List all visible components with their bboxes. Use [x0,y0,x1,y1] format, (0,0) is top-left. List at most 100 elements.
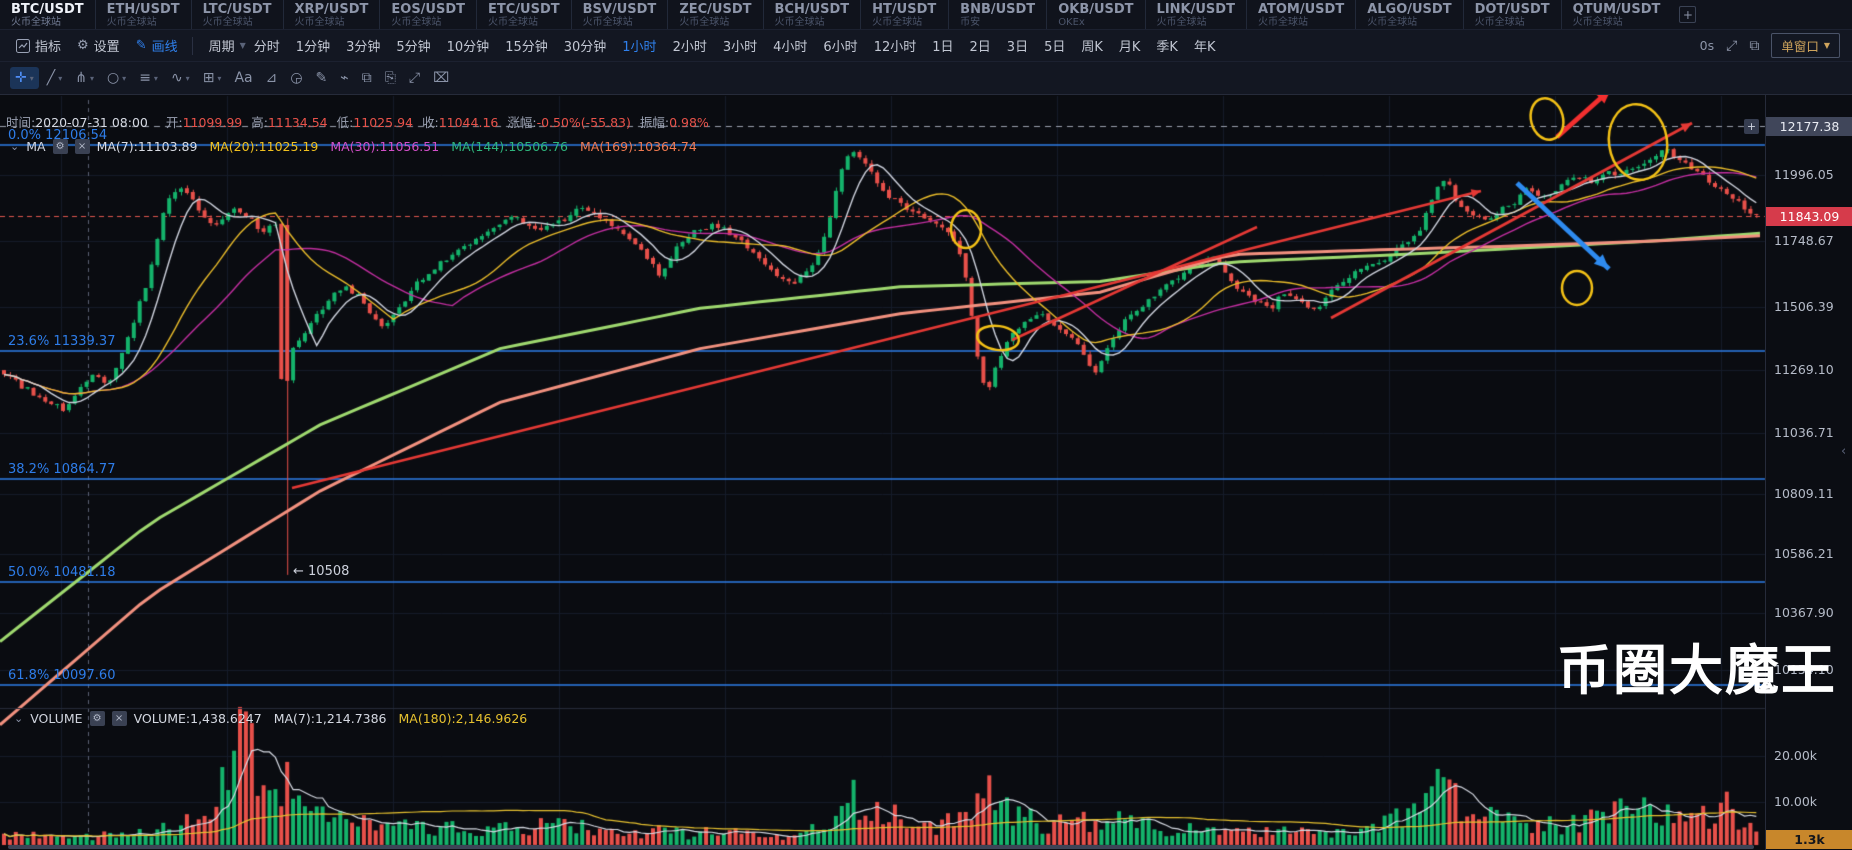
pair-symbol: EOS/USDT [391,1,466,17]
pair-tab-LTC/USDT[interactable]: LTC/USDT 火币全球站 [190,0,283,29]
pair-tab-HT/USDT[interactable]: HT/USDT 火币全球站 [860,0,948,29]
pair-tab-QTUM/USDT[interactable]: QTUM/USDT 火币全球站 [1560,0,1672,29]
ma-close-icon[interactable]: × [74,139,90,154]
pair-symbol: LTC/USDT [202,1,272,17]
interval-6小时[interactable]: 6小时 [823,40,858,55]
paste-tool[interactable]: ⎘ [380,67,401,89]
interval-3小时[interactable]: 3小时 [722,40,758,55]
ma-settings-icon[interactable]: ⚙ [52,139,68,154]
legend-item: MA(30):11056.51 [330,139,440,154]
pair-tab-BSV/USDT[interactable]: BSV/USDT 火币全球站 [570,0,668,29]
text-tool-icon: Aa [234,70,253,86]
crash-low-label: ← 10508 [293,564,350,579]
export-tool-icon: ⤢ [408,70,421,86]
ohlc-value: 11044.16 [438,115,499,130]
pair-tab-BTC/USDT[interactable]: BTC/USDT 火币全球站 [0,0,95,29]
settings-button[interactable]: ⚙ 设置 [77,36,120,55]
interval-30分钟[interactable]: 30分钟 [563,40,607,55]
text-tool[interactable]: Aa [229,67,257,89]
interval-1分钟[interactable]: 1分钟 [295,40,331,55]
wave-tool[interactable]: ∿ ▾ [166,67,195,89]
ohlc-field: 时间:2020-07-31 08:00 [6,115,148,130]
delete-tool[interactable]: ⌧ [428,67,454,89]
interval-12小时[interactable]: 12小时 [873,40,917,55]
interval-1日[interactable]: 1日 [932,40,954,55]
chart-scrollbar[interactable] [8,845,1754,849]
period-dropdown[interactable]: 周期 ▼ [209,36,246,55]
interval-10分钟[interactable]: 10分钟 [446,40,490,55]
collapse-pane-icon[interactable]: ⌄ [14,712,24,725]
price-axis[interactable]: 12177.38 11996.05 11843.09 11748.67 11506.39… [1765,95,1852,850]
price-tick-11269.10: 11269.10 [1774,362,1834,377]
interval-周K[interactable]: 周K [1081,40,1103,55]
pair-tab-ATOM/USDT[interactable]: ATOM/USDT 火币全球站 [1245,0,1355,29]
pair-exchange: 火币全球站 [872,16,923,28]
interval-5分钟[interactable]: 5分钟 [396,40,431,55]
interval-2日[interactable]: 2日 [969,40,991,55]
indicator-button[interactable]: 指标 [16,36,61,55]
price-tick-11996.05: 11996.05 [1774,167,1834,182]
ohlc-value: 11025.94 [353,115,413,130]
protractor-tool[interactable]: ◶ [285,67,307,89]
trendline-tool[interactable]: ╱ ▾ [42,67,67,89]
parallel-lines-tool[interactable]: ≡ ▾ [134,67,163,89]
pair-tab-DOT/USDT[interactable]: DOT/USDT 火币全球站 [1462,0,1561,29]
collapse-pane-icon[interactable]: ⌄ [10,140,20,153]
export-tool[interactable]: ⤢ [404,67,425,89]
chevron-down-icon: ▾ [29,73,34,83]
pair-tab-EOS/USDT[interactable]: EOS/USDT 火币全球站 [379,0,476,29]
copy-tool[interactable]: ⧉ [357,67,377,89]
pair-tab-ZEC/USDT[interactable]: ZEC/USDT 火币全球站 [667,0,762,29]
pair-tab-OKB/USDT[interactable]: OKB/USDT OKEx [1046,0,1144,29]
pair-tab-LINK/USDT[interactable]: LINK/USDT 火币全球站 [1144,0,1246,29]
collapse-axis-icon[interactable]: ‹ [1841,444,1847,459]
ellipse-tool[interactable]: ○ ▾ [102,67,131,89]
brush-tool[interactable]: ⌁ [335,67,353,89]
interval-4小时[interactable]: 4小时 [773,40,808,55]
ellipse-tool-icon: ○ [106,70,120,86]
fullscreen-icon[interactable]: ⤢ [1726,37,1738,54]
pencil-tool[interactable]: ✎ [311,67,333,89]
add-pair-button[interactable]: + [1679,6,1697,23]
interval-3日[interactable]: 3日 [1006,40,1029,55]
interval-季K[interactable]: 季K [1156,40,1178,55]
interval-15分钟[interactable]: 15分钟 [505,40,548,55]
interval-分时[interactable]: 分时 [253,40,280,55]
pair-exchange: OKEx [1058,16,1085,28]
pair-tab-ETC/USDT[interactable]: ETC/USDT 火币全球站 [476,0,571,29]
window-mode-button[interactable]: 单窗口 ▼ [1771,33,1840,58]
interval-月K[interactable]: 月K [1118,40,1141,55]
frame-tool[interactable]: ⊞ ▾ [198,67,227,89]
ruler-tool[interactable]: ⊿ [261,67,283,89]
pair-tab-ETH/USDT[interactable]: ETH/USDT 火币全球站 [94,0,191,29]
price-tick-11036.71: 11036.71 [1774,425,1834,440]
volume-legend: ⌄ VOLUME ⚙ × VOLUME:1,438.6247 MA(7):1,21… [14,711,539,726]
pitchfork-tool[interactable]: ⋔ ▾ [70,67,99,89]
ohlc-value: 11099.99 [182,115,243,130]
volume-settings-icon[interactable]: ⚙ [89,711,105,726]
volume-close-icon[interactable]: × [111,711,127,726]
interval-2小时[interactable]: 2小时 [672,40,707,55]
ohlc-field: 振幅:0.98% [639,115,709,130]
pair-tab-BCH/USDT[interactable]: BCH/USDT 火币全球站 [762,0,861,29]
legend-item: MA(169):10364.74 [580,139,697,154]
new-window-icon[interactable]: ⧉ [1749,37,1760,54]
pencil-tool-icon: ✎ [315,70,328,86]
ohlc-value: 11134.54 [267,115,328,130]
main-toolbar: 指标 ⚙ 设置 ✎ 画线 周期 ▼ 分时 1分钟 3分钟 5分钟 10分钟 15分钟 30分… [0,30,1852,62]
pair-tab-ALGO/USDT[interactable]: ALGO/USDT 火币全球站 [1355,0,1462,29]
add-alert-button[interactable]: + [1744,119,1759,134]
brush-tool-icon: ⌁ [340,70,349,86]
pair-symbol: ZEC/USDT [679,1,752,17]
interval-年K[interactable]: 年K [1193,40,1216,55]
interval-3分钟[interactable]: 3分钟 [346,40,381,55]
legend-item: MA(144):10506.76 [451,139,568,154]
gear-icon: ⚙ [77,38,89,53]
pair-tab-BNB/USDT[interactable]: BNB/USDT 币安 [948,0,1046,29]
pair-tab-XRP/USDT[interactable]: XRP/USDT 火币全球站 [282,0,380,29]
crosshair-tool[interactable]: ✛ ▾ [10,67,39,89]
draw-line-button[interactable]: ✎ 画线 [136,36,178,55]
interval-5日[interactable]: 5日 [1044,40,1066,55]
interval-1小时[interactable]: 1小时 [622,40,657,55]
